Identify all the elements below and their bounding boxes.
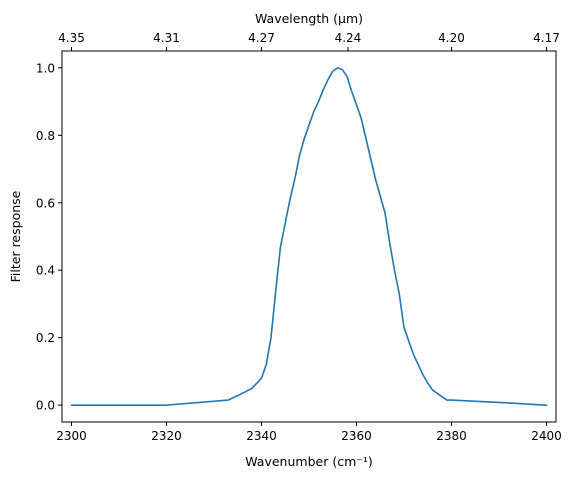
y-tick-label: 0.4 xyxy=(36,264,55,278)
x-tick-label: 2340 xyxy=(246,429,277,443)
x-tick-label: 2380 xyxy=(436,429,467,443)
top-x-tick-label: 4.35 xyxy=(58,31,85,45)
x-tick-label: 2300 xyxy=(56,429,87,443)
top-x-tick-label: 4.24 xyxy=(335,31,362,45)
y-tick-label: 0.0 xyxy=(36,399,55,413)
filter-response-line xyxy=(70,67,548,406)
chart-marks: 2300 2320 2340 2360 2380 2400 0.0 0.2 0.4 0.6 0.8 1… xyxy=(36,31,562,443)
x-tick-label: 2320 xyxy=(151,429,182,443)
top-x-tick-label: 4.27 xyxy=(248,31,275,45)
top-x-axis-label: Wavelength (μm) xyxy=(255,11,363,26)
y-tick-label: 0.2 xyxy=(36,331,55,345)
y-axis-label: Filter response xyxy=(8,190,23,282)
y-tick-label: 0.6 xyxy=(36,196,55,210)
top-x-tick-label: 4.17 xyxy=(533,31,560,45)
top-x-tick-label: 4.31 xyxy=(153,31,180,45)
top-x-tick-label: 4.20 xyxy=(438,31,465,45)
x-tick-label: 2360 xyxy=(341,429,372,443)
y-tick-label: 0.8 xyxy=(36,129,55,143)
y-tick-label: 1.0 xyxy=(36,61,55,75)
x-axis-label: Wavenumber (cm⁻¹) xyxy=(245,454,372,469)
plot-frame xyxy=(61,50,557,423)
x-tick-label: 2400 xyxy=(531,429,562,443)
